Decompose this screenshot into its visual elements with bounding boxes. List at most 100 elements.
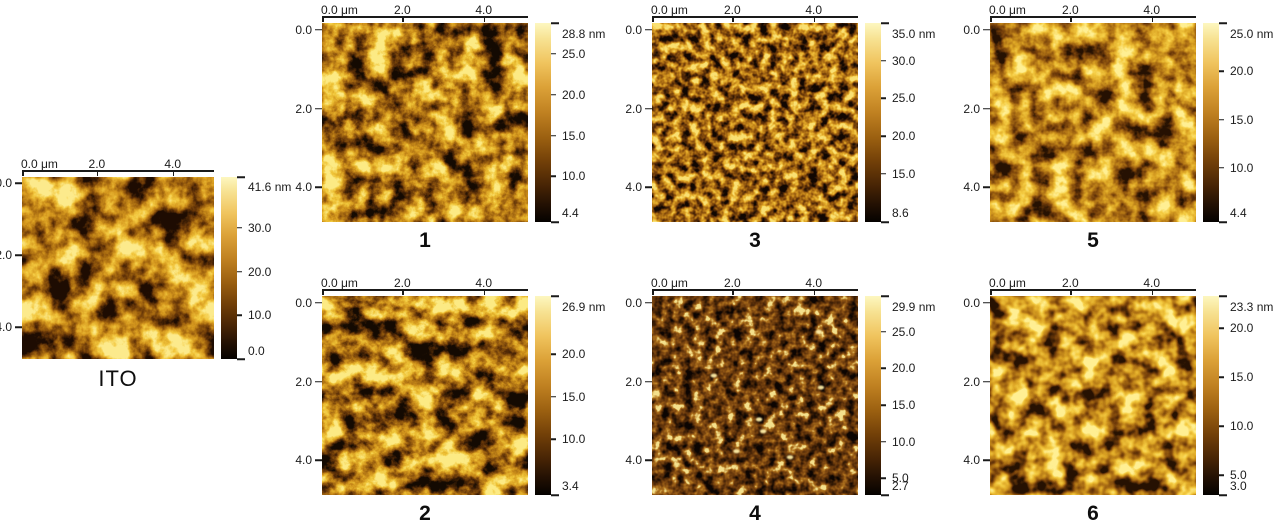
- x-axis-tick: [1070, 17, 1072, 22]
- y-axis-tick: [315, 29, 322, 31]
- scale-tick-mark: [881, 295, 889, 297]
- scale-tick-mark: [1219, 221, 1227, 223]
- scale-tick-mark: [551, 175, 556, 178]
- scale-tick-mark: [1219, 167, 1224, 169]
- panel-label: 3: [749, 229, 761, 252]
- scale-tick-mark: [237, 270, 242, 273]
- afm-texture: [652, 23, 858, 222]
- scale-tick-label: 25.0 nm: [1230, 26, 1274, 41]
- y-axis-tick: [315, 186, 322, 188]
- scale-tick-label: 5.0: [892, 471, 909, 486]
- scale-tick-label: 10.0: [562, 169, 586, 184]
- afm-image: [990, 23, 1196, 222]
- colorbar-gradient: [1203, 23, 1219, 222]
- x-axis: 0.0 μm 2.0 4.0: [989, 2, 1196, 23]
- x-tick-label: 0.0 μm: [651, 276, 688, 290]
- scale-tick-label: 20.0: [1230, 321, 1254, 336]
- afm-texture: [22, 177, 214, 359]
- scale-tick-mark: [1219, 70, 1224, 73]
- x-tick-label: 0.0 μm: [321, 276, 358, 290]
- x-axis: 0.0 μm 2.0 4.0: [321, 275, 528, 296]
- scale-tick-label: 3.4: [562, 479, 579, 494]
- y-tick-label: 4.0: [295, 453, 312, 468]
- x-axis-tick: [1070, 290, 1072, 295]
- scale-tick-label: 20.0: [892, 361, 916, 376]
- y-axis-tick: [15, 326, 22, 328]
- x-axis-ruler: [322, 289, 528, 295]
- x-axis-tick: [402, 290, 404, 295]
- x-tick-label: 4.0: [164, 157, 182, 171]
- y-tick-label: 4.0: [295, 180, 312, 195]
- x-tick-label: 2.0: [723, 3, 741, 17]
- y-axis: 0.0 2.0 4.0: [960, 23, 990, 222]
- y-axis-tick: [315, 459, 322, 461]
- x-axis-tick: [402, 17, 404, 22]
- scale-tick-label: 29.9 nm: [892, 299, 936, 314]
- scale-tick-mark: [1219, 22, 1227, 24]
- scale-tick-label: 28.8 nm: [562, 26, 606, 41]
- x-axis-ruler: [322, 16, 528, 22]
- scale-tick-mark: [881, 404, 886, 406]
- x-axis-tick: [732, 17, 734, 22]
- x-axis-ruler: [22, 170, 214, 176]
- x-tick-label: 0.0 μm: [989, 3, 1026, 17]
- afm-panel: 0.0 μm 2.0 4.0 0.0 2.0 4.0: [0, 156, 293, 395]
- colorbar: 28.8 nm 25.0 20.0 15.0 10.0 4.4: [535, 22, 607, 223]
- x-tick-label: 4.0: [475, 3, 493, 17]
- colorbar: 25.0 nm 20.0 15.0 10.0 4.4: [1203, 22, 1275, 223]
- afm-texture: [990, 296, 1196, 495]
- y-tick-label: 4.0: [625, 453, 642, 468]
- y-tick-label: 2.0: [295, 374, 312, 389]
- x-axis-tick: [813, 17, 816, 22]
- x-axis-ruler: [990, 16, 1196, 22]
- x-axis-tick: [652, 290, 654, 295]
- x-axis-tick: [483, 17, 486, 22]
- y-tick-label: 0.0: [0, 176, 12, 191]
- colorbar: 35.0 nm 30.0 25.0 20.0 15.0 8.6: [865, 22, 937, 223]
- y-tick-label: 0.0: [963, 295, 980, 310]
- y-axis-tick: [645, 29, 652, 31]
- x-tick-label: 0.0 μm: [989, 276, 1026, 290]
- x-axis-ruler: [652, 16, 858, 22]
- colorbar: 29.9 nm 25.0 20.0 15.0 10.0 5.0 2.7: [865, 295, 937, 496]
- x-axis-tick: [1151, 290, 1154, 295]
- scale-tick-mark: [237, 227, 242, 229]
- scale-tick-mark: [1219, 118, 1224, 121]
- y-tick-label: 0.0: [295, 22, 312, 37]
- y-axis: 0.0 2.0 4.0: [622, 296, 652, 495]
- scale-tick-mark: [881, 440, 886, 443]
- scale-tick-mark: [551, 353, 556, 356]
- x-axis-tick: [990, 17, 992, 22]
- scale-tick-label: 10.0: [1230, 160, 1254, 175]
- scale-tick-label: 15.0: [1230, 112, 1254, 127]
- afm-texture: [322, 296, 528, 495]
- x-tick-label: 4.0: [805, 276, 823, 290]
- colorbar: 23.3 nm 20.0 15.0 10.0 5.0 3.0: [1203, 295, 1275, 496]
- x-tick-label: 2.0: [1061, 276, 1079, 290]
- x-tick-label: 2.0: [88, 157, 106, 171]
- scale-tick-mark: [237, 358, 245, 360]
- scale-tick-mark: [881, 477, 886, 479]
- afm-texture: [990, 23, 1196, 222]
- y-tick-label: 0.0: [295, 295, 312, 310]
- x-axis-tick: [483, 290, 486, 295]
- x-axis-tick: [322, 17, 324, 22]
- x-tick-label: 4.0: [1143, 3, 1161, 17]
- colorbar-gradient: [221, 177, 237, 359]
- x-axis-tick: [322, 290, 324, 295]
- scale-tick-label: 41.6 nm: [248, 180, 292, 194]
- afm-panel: 0.0 μm 2.0 4.0 0.0 2.0 4.0: [622, 275, 937, 525]
- scale-tick-mark: [551, 438, 556, 440]
- afm-image: [322, 296, 528, 495]
- panel-label: 1: [419, 229, 431, 252]
- afm-panel: 0.0 μm 2.0 4.0 0.0 2.0 4.0: [292, 275, 607, 525]
- scale-tick-label: 10.0: [892, 434, 916, 449]
- scale-tick-label: 30.0: [892, 53, 916, 68]
- scale-tick-label: 26.9 nm: [562, 299, 606, 314]
- panel-label: 4: [749, 502, 761, 525]
- scale-tick-mark: [551, 295, 559, 297]
- y-tick-label: 0.0: [625, 295, 642, 310]
- scale-tick-label: 25.0: [892, 91, 916, 106]
- scale-tick-label: 4.4: [1230, 206, 1247, 221]
